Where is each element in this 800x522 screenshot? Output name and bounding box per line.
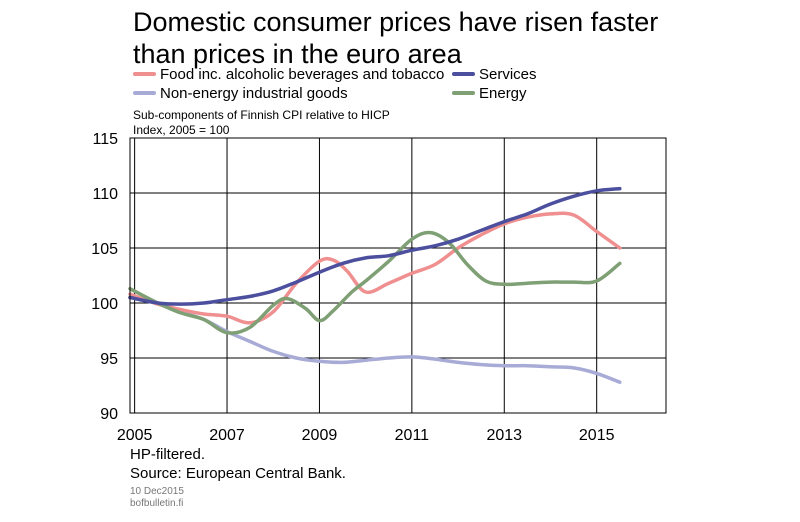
- legend-label-services: Services: [479, 66, 537, 83]
- legend-item-food: Food inc. alcoholic beverages and tobacc…: [133, 66, 444, 84]
- legend-item-energy: Energy: [452, 85, 527, 103]
- y-tick-label: 95: [100, 351, 118, 368]
- y-axis: 90 95 100 105 110 115: [91, 131, 118, 423]
- chart-title-line-2: than prices in the euro area: [133, 39, 462, 69]
- legend-label-food: Food inc. alcoholic beverages and tobacc…: [160, 66, 445, 83]
- note-source: Source: European Central Bank.: [130, 465, 346, 482]
- y-tick-label: 105: [91, 241, 118, 258]
- subtitle-line-2: Index, 2005 = 100: [133, 123, 230, 137]
- y-tick-label: 90: [100, 406, 118, 423]
- footer-date: 10 Dec2015: [130, 486, 184, 497]
- legend-swatch-services: [452, 72, 475, 77]
- subtitle-line-1: Sub-components of Finnish CPI relative t…: [133, 108, 390, 122]
- x-tick-label: 2011: [395, 427, 430, 444]
- series-line-services: [128, 186, 622, 306]
- chart-title-line-1: Domestic consumer prices have risen fast…: [133, 7, 659, 37]
- legend-item-non-energy: Non-energy industrial goods: [133, 85, 348, 103]
- series-line-food: [128, 211, 622, 325]
- legend-label-energy: Energy: [479, 85, 527, 102]
- legend-swatch-non-energy: [133, 91, 156, 96]
- chart-series: [128, 186, 622, 384]
- x-tick-label: 2009: [302, 427, 338, 444]
- chart-notes: HP-filtered. Source: European Central Ba…: [130, 445, 346, 483]
- x-tick-label: 2013: [486, 427, 522, 444]
- x-tick-label: 2005: [117, 427, 153, 444]
- chart-footer: 10 Dec2015 bofbulletin.fi: [130, 486, 184, 510]
- legend-item-services: Services: [452, 66, 537, 84]
- plot-frame: [129, 137, 667, 414]
- chart-legend: Food inc. alcoholic beverages and tobacc…: [133, 66, 733, 106]
- series-line-non-energy: [128, 295, 622, 384]
- legend-swatch-food: [133, 72, 156, 77]
- series-line-energy: [128, 230, 622, 335]
- chart-subtitle: Sub-components of Finnish CPI relative t…: [133, 108, 390, 138]
- x-axis: 2005 2007 2009 2011 2013 2015: [117, 427, 615, 444]
- note-hp-filtered: HP-filtered.: [130, 446, 206, 463]
- legend-label-non-energy: Non-energy industrial goods: [160, 85, 348, 102]
- x-tick-label: 2007: [209, 427, 245, 444]
- chart-title: Domestic consumer prices have risen fast…: [133, 6, 733, 70]
- y-tick-label: 100: [91, 296, 118, 313]
- y-tick-label: 115: [92, 131, 118, 148]
- legend-swatch-energy: [452, 91, 475, 96]
- footer-site: bofbulletin.fi: [130, 498, 184, 509]
- y-tick-label: 110: [92, 186, 118, 203]
- x-tick-label: 2015: [579, 427, 615, 444]
